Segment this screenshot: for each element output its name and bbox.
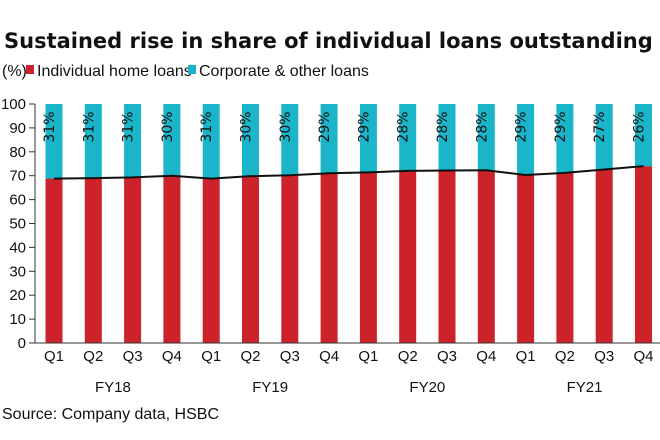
y-tick-label: 90 [9,120,26,137]
x-tick-label: Q2 [240,348,260,365]
x-tick-label: Q1 [201,348,221,365]
legend: (%) Individual home loans Corporate & ot… [2,63,369,80]
x-tick-label: Q3 [437,348,457,365]
bar-individual [84,178,102,343]
x-axis: Q1 Q2 Q3 Q4 Q1 Q2 Q3 Q4 Q1 Q2 Q3 Q4 Q1 Q2 Q3 Q4 FY18 FY19… [35,342,660,396]
x-tick-label: Q4 [319,348,339,365]
y-tick-label: 40 [9,239,26,256]
data-label: 31% [42,111,58,142]
x-tick-label: Q4 [633,348,653,365]
bar-individual [124,177,142,343]
y-tick-label: 50 [9,216,26,233]
legend-label-corporate: Corporate & other loans [199,63,369,80]
y-tick-label: 70 [9,168,26,185]
data-label: 28% [396,111,412,142]
y-tick-label: 30 [9,263,26,280]
chart-title: Sustained rise in share of individual lo… [4,29,653,53]
y-tick-label: 20 [9,287,26,304]
bar-corporate [438,104,456,171]
source-note: Source: Company data, HSBC [2,406,219,423]
bar-individual [556,172,574,343]
y-tick-label: 0 [18,335,26,352]
x-tick-label: Q1 [44,348,64,365]
legend-swatch-individual [26,65,34,74]
bar-individual [45,178,63,343]
x-group-label: FY19 [252,379,288,396]
bar-individual [635,166,652,343]
x-tick-label: Q1 [516,348,536,365]
bar-corporate [399,104,417,171]
x-tick-label: Q3 [123,348,143,365]
x-tick-label: Q2 [83,348,103,365]
bar-individual [242,176,259,343]
data-label: 29% [317,111,333,142]
data-label: 30% [239,111,255,142]
data-label: 28% [474,111,490,142]
bar-corporate [320,104,338,174]
y-tick-label: 100 [1,96,26,113]
trend-line-path [53,165,644,180]
bar-corporate [202,104,220,179]
bar-individual [281,175,299,343]
data-label: 29% [514,111,530,142]
x-tick-label: Q2 [555,348,575,365]
bar-corporate [242,104,259,177]
bar-individual [202,178,220,343]
bar-corporate [477,104,495,171]
bar-individual [517,174,535,343]
x-group-label: FY21 [567,379,603,396]
bar-individual [320,173,338,343]
data-label: 30% [160,111,176,142]
trend-line [53,165,644,180]
bar-corporate [359,104,377,173]
data-label: 27% [592,111,608,142]
data-label: 31% [81,111,97,142]
x-group-label: FY20 [409,379,445,396]
bar-corporate [595,104,613,170]
bar-individual [477,170,495,343]
x-tick-label: Q3 [594,348,614,365]
bar-individual [438,170,456,343]
bar-corporate [163,104,181,176]
legend-swatch-corporate [188,65,196,74]
data-label: 29% [356,111,372,142]
x-tick-label: Q1 [358,348,378,365]
bar-corporate [635,104,652,167]
data-label: 31% [121,111,137,142]
x-tick-label: Q4 [476,348,496,365]
data-label: 28% [435,111,451,142]
bar-corporate [84,104,102,179]
data-label: 29% [553,111,569,142]
legend-label-individual: Individual home loans [37,63,192,80]
y-tick-label: 10 [9,311,26,328]
bars: 31% 31% 31% 30% 31% 30% 30% 29% 29% 28% 28% 28% 29% 2… [42,104,652,343]
bar-corporate [45,104,63,179]
bar-corporate [281,104,299,176]
unit-label: (%) [2,63,27,80]
data-label: 30% [278,111,294,142]
bar-corporate [124,104,142,178]
y-tick-label: 60 [9,192,26,209]
bar-individual [163,175,181,343]
x-tick-label: Q2 [398,348,418,365]
x-group-label: FY18 [95,379,131,396]
bar-individual [359,172,377,343]
y-axis: 0 10 20 30 40 50 60 70 80 90 100 [1,96,36,352]
bar-individual [399,170,417,343]
x-tick-label: Q4 [162,348,182,365]
bar-individual [595,169,613,343]
bar-corporate [517,104,535,175]
y-tick-label: 80 [9,144,26,161]
bar-corporate [556,104,574,173]
x-tick-label: Q3 [280,348,300,365]
data-label: 26% [632,111,648,142]
data-label: 31% [199,111,215,142]
